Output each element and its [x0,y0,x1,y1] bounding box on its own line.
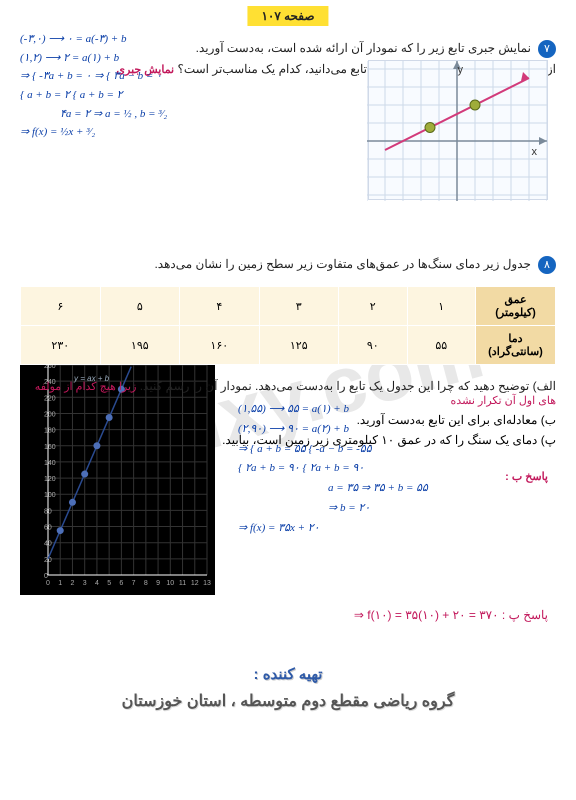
q7-chart-svg: xy [367,61,547,201]
q8-math-line: ⇒ b = ۲۰ [328,499,548,519]
svg-text:9: 9 [156,580,160,587]
svg-text:8: 8 [144,580,148,587]
cell: ۱۹۵ [100,326,179,365]
q7-math-line: (-۳,۰) ⟶ ۰ = a(-۳) + b [20,30,230,49]
svg-text:11: 11 [179,580,186,587]
q8-math-line: ⇒ f(x) = ۳۵x + ۲۰ [238,519,548,539]
svg-text:10: 10 [166,580,174,587]
svg-text:1: 1 [58,580,62,587]
cell: ۶ [21,287,101,326]
q8-b: ب) معادله‌ای برای این تابع به‌دست آورید. [20,413,556,427]
q7-math-line: ۴a = ۲ ⇒ a = ½ , b = ³⁄₂ [60,105,230,124]
q8-table: عمق (کیلومتر) ۱ ۲ ۳ ۴ ۵ ۶ دما (سانتی‌گرا… [20,286,556,365]
svg-text:7: 7 [132,580,136,587]
q7-math-line: ⇒ { -۳a + b = ۰ ⇒ { ۳a − b = ۰ [20,67,230,86]
q7-text: نمایش جبری تابع زیر را که نمودار آن ارائ… [196,41,531,55]
svg-text:6: 6 [119,580,123,587]
cell: ۵۵ [407,326,476,365]
svg-text:x: x [532,146,538,158]
cell: ۵ [100,287,179,326]
credits-line1: تهیه کننده : [0,665,576,683]
q7-chart: xy [368,60,548,200]
answer-b-label: پاسخ ب : [505,470,548,483]
credits-line2: گروه ریاضی مقطع دوم متوسطه ، استان خوزست… [0,691,576,711]
answer-p: پاسخ پ : ۳۷۰ = ۲۰ + (۱۰)۳۵ = (۱۰)f ⇒ [354,608,548,622]
cell: ۹۰ [339,326,408,365]
svg-text:y: y [458,64,464,76]
question-8: ۸ جدول زیر دمای سنگ‌ها در عمق‌های متفاوت… [20,256,556,274]
svg-text:2: 2 [71,580,75,587]
row-header: دما (سانتی‌گراد) [476,326,556,365]
svg-text:13: 13 [203,580,211,587]
svg-text:120: 120 [44,476,56,483]
q8-a-text: الف) توضیح دهید که چرا این جدول یک تابع … [140,379,556,393]
credits: تهیه کننده : گروه ریاضی مقطع دوم متوسطه … [0,665,576,711]
svg-text:140: 140 [44,460,56,467]
table-row: دما (سانتی‌گراد) ۵۵ ۹۰ ۱۲۵ ۱۶۰ ۱۹۵ ۲۳۰ [21,326,556,365]
svg-text:3: 3 [83,580,87,587]
cell: ۴ [180,287,259,326]
q7-math-line: (۱,۲) ⟶ ۲ = a(۱) + b [20,49,230,68]
svg-text:12: 12 [191,580,199,587]
q7-badge: ۷ [538,40,556,58]
svg-text:4: 4 [95,580,99,587]
svg-text:5: 5 [107,580,111,587]
q8-p: پ) دمای یک سنگ را که در عمق ۱۰ کیلومتری … [20,433,556,447]
cell: ۲ [339,287,408,326]
q8-math-line: { ۲a + b = ۹۰ { ۲a + b = ۹۰ [238,459,548,479]
row-header: عمق (کیلومتر) [476,287,556,326]
q8-badge: ۸ [538,256,556,274]
cell: ۱ [407,287,476,326]
q7-math-line: { a + b = ۲ { a + b = ۲ [20,86,230,105]
svg-text:0: 0 [46,580,50,587]
cell: ۲۳۰ [21,326,101,365]
svg-text:0: 0 [44,573,48,580]
q7-math-line: ⇒ f(x) = ½x + ³⁄₂ [20,123,230,142]
q8-a: الف) توضیح دهید که چرا این جدول یک تابع … [20,379,556,407]
cell: ۳ [259,287,338,326]
cell: ۱۲۵ [259,326,338,365]
svg-text:100: 100 [44,492,56,499]
q8-text: جدول زیر دمای سنگ‌ها در عمق‌های متفاوت ز… [154,257,530,271]
q7-math: (-۳,۰) ⟶ ۰ = a(-۳) + b (۱,۲) ⟶ ۲ = a(۱) … [20,30,230,142]
cell: ۱۶۰ [180,326,259,365]
table-row: عمق (کیلومتر) ۱ ۲ ۳ ۴ ۵ ۶ [21,287,556,326]
